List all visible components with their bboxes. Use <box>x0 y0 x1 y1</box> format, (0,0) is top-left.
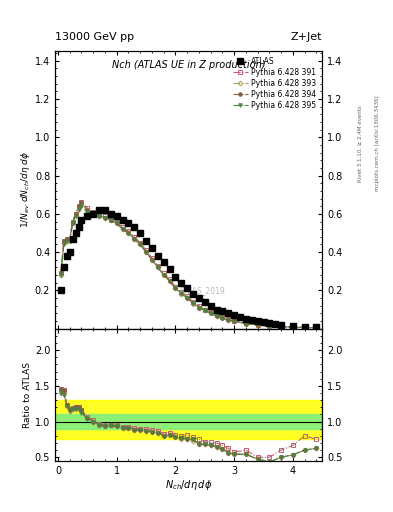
Y-axis label: Ratio to ATLAS: Ratio to ATLAS <box>23 362 32 428</box>
Legend: ATLAS, Pythia 6.428 391, Pythia 6.428 393, Pythia 6.428 394, Pythia 6.428 395: ATLAS, Pythia 6.428 391, Pythia 6.428 39… <box>230 55 318 112</box>
X-axis label: $N_{ch}/d\eta\,d\phi$: $N_{ch}/d\eta\,d\phi$ <box>165 478 212 493</box>
Y-axis label: $1/N_{ev}$ $dN_{ch}/d\eta$ $d\phi$: $1/N_{ev}$ $dN_{ch}/d\eta$ $d\phi$ <box>19 152 32 228</box>
Text: Rivet 3.1.10, ≥ 2.4M events: Rivet 3.1.10, ≥ 2.4M events <box>358 105 363 182</box>
Text: Nch (ATLAS UE in Z production): Nch (ATLAS UE in Z production) <box>112 59 265 70</box>
Text: ATLAS_2019: ATLAS_2019 <box>179 286 225 295</box>
Text: 13000 GeV pp: 13000 GeV pp <box>55 32 134 42</box>
Text: mcplots.cern.ch [arXiv:1306.3436]: mcplots.cern.ch [arXiv:1306.3436] <box>375 96 380 191</box>
Text: Z+Jet: Z+Jet <box>291 32 322 42</box>
